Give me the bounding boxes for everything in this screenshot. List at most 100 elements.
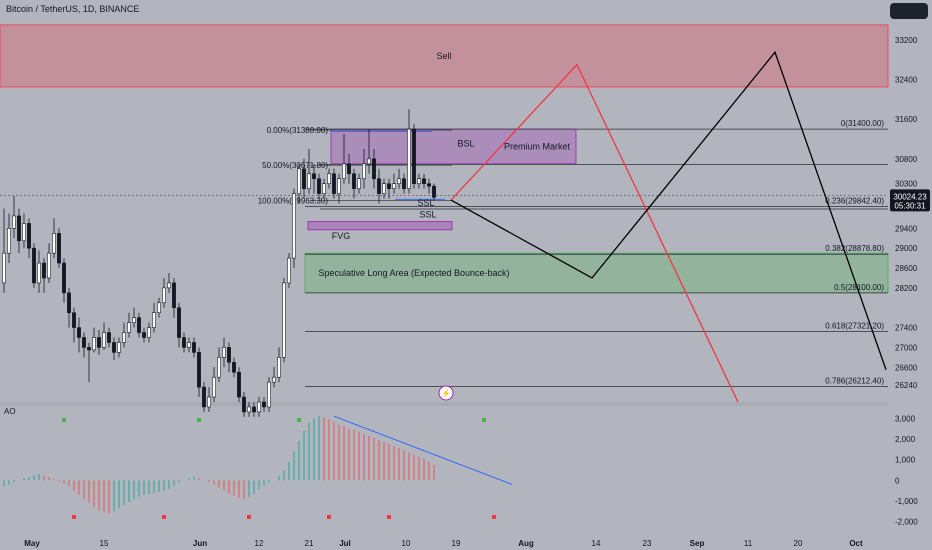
- candle-body: [352, 173, 356, 189]
- price-tick: 29000: [895, 244, 918, 253]
- ao-tick: -2,000: [895, 518, 918, 527]
- candle-body: [422, 178, 426, 184]
- candle-body: [192, 342, 196, 353]
- candle-body: [72, 312, 76, 328]
- lightning-glyph: ⚡: [441, 388, 451, 398]
- price-tick: 32400: [895, 76, 918, 85]
- candle-body: [12, 215, 16, 229]
- range-label-1: 50.00%(30671.80): [262, 161, 328, 170]
- candle-body: [232, 362, 236, 373]
- ao-tick: 3,000: [895, 414, 916, 423]
- candle-body: [152, 312, 156, 328]
- price-tick: 30800: [895, 155, 918, 164]
- price-tick: 33200: [895, 36, 918, 45]
- candle-body: [357, 178, 361, 189]
- current-price-countdown: 05:30:31: [894, 201, 926, 210]
- time-tick: 14: [592, 539, 601, 548]
- annotation-bsl: BSL: [457, 138, 474, 148]
- candle-body: [247, 406, 251, 413]
- range-label-0: 0.00%(31380.00): [267, 126, 329, 135]
- candle-body: [182, 337, 186, 348]
- candle-body: [77, 327, 81, 338]
- candle-body: [287, 257, 291, 284]
- candle-body: [332, 173, 336, 194]
- fib-label-3: 0.5(28100.00): [834, 283, 884, 292]
- time-tick: 19: [452, 539, 461, 548]
- ao-trendline: [333, 415, 513, 485]
- current-price-value: 30024.23: [893, 192, 927, 201]
- candle-body: [417, 178, 421, 184]
- candle-body: [42, 262, 46, 279]
- candle-body: [267, 381, 271, 408]
- candle-body: [52, 233, 56, 254]
- candle-body: [342, 163, 346, 180]
- lightning-icon: [438, 385, 454, 401]
- time-tick: May: [24, 539, 40, 548]
- fib-label-5: 0.786(26212.40): [825, 377, 884, 386]
- candle-body: [2, 252, 6, 284]
- candle-body: [177, 307, 181, 338]
- fib-label-2: 0.382(28878.80): [825, 244, 884, 253]
- candle-body: [402, 178, 406, 189]
- candle-body: [112, 342, 116, 353]
- menu-button[interactable]: [890, 3, 928, 19]
- time-tick: Oct: [849, 539, 863, 548]
- candle-body: [362, 163, 366, 180]
- price-tick: 27400: [895, 324, 918, 333]
- projection-path-1: [450, 50, 887, 370]
- zone-0: [0, 24, 889, 88]
- candle-body: [347, 163, 351, 175]
- candle-body: [122, 332, 126, 343]
- price-tick: 27000: [895, 343, 918, 352]
- candle-body: [322, 183, 326, 194]
- time-tick: 20: [794, 539, 803, 548]
- time-tick: 12: [255, 539, 264, 548]
- time-tick: 11: [744, 539, 753, 548]
- ao-signal-red: [247, 515, 251, 519]
- candle-body: [302, 168, 306, 189]
- time-tick: 15: [100, 539, 109, 548]
- zone-1: [330, 128, 577, 165]
- ao-signal-green: [197, 418, 201, 422]
- price-tick: 28600: [895, 264, 918, 273]
- candle-body: [102, 332, 106, 348]
- candle-body: [387, 183, 391, 189]
- candle-body: [132, 317, 136, 323]
- candle-body: [397, 178, 401, 184]
- zone-label-0: Sell: [436, 51, 451, 61]
- ao-tick: 2,000: [895, 435, 916, 444]
- candle-body: [327, 173, 331, 184]
- ao-signal-red: [387, 515, 391, 519]
- candle-body: [7, 228, 11, 254]
- candle-body: [17, 215, 21, 242]
- candle-body: [252, 406, 256, 413]
- candle-body: [427, 183, 431, 187]
- candle-body: [337, 178, 341, 194]
- ao-signal-red: [162, 515, 166, 519]
- candle-body: [147, 327, 151, 338]
- candle-body: [212, 376, 216, 398]
- candle-body: [47, 252, 51, 279]
- candle-body: [57, 233, 61, 264]
- candle-body: [22, 223, 26, 242]
- candle-body: [97, 337, 101, 348]
- candle-body: [382, 183, 386, 194]
- zone-label-2: Speculative Long Area (Expected Bounce-b…: [318, 268, 509, 278]
- ao-signal-red: [72, 515, 76, 519]
- candle-body: [292, 193, 296, 259]
- zone-label-3: FVG: [332, 231, 351, 241]
- candle-body: [222, 347, 226, 358]
- candle-body: [377, 178, 381, 194]
- candle-body: [82, 337, 86, 348]
- ao-signal-green: [297, 418, 301, 422]
- price-tick: 30300: [895, 180, 918, 189]
- candle-body: [432, 185, 436, 198]
- ao-tick: 1,000: [895, 456, 916, 465]
- candle-body: [137, 317, 141, 333]
- time-tick: 23: [643, 539, 652, 548]
- candle-body: [202, 386, 206, 408]
- candle-body: [107, 332, 111, 343]
- candle-body: [87, 347, 91, 351]
- candle-body: [37, 262, 41, 284]
